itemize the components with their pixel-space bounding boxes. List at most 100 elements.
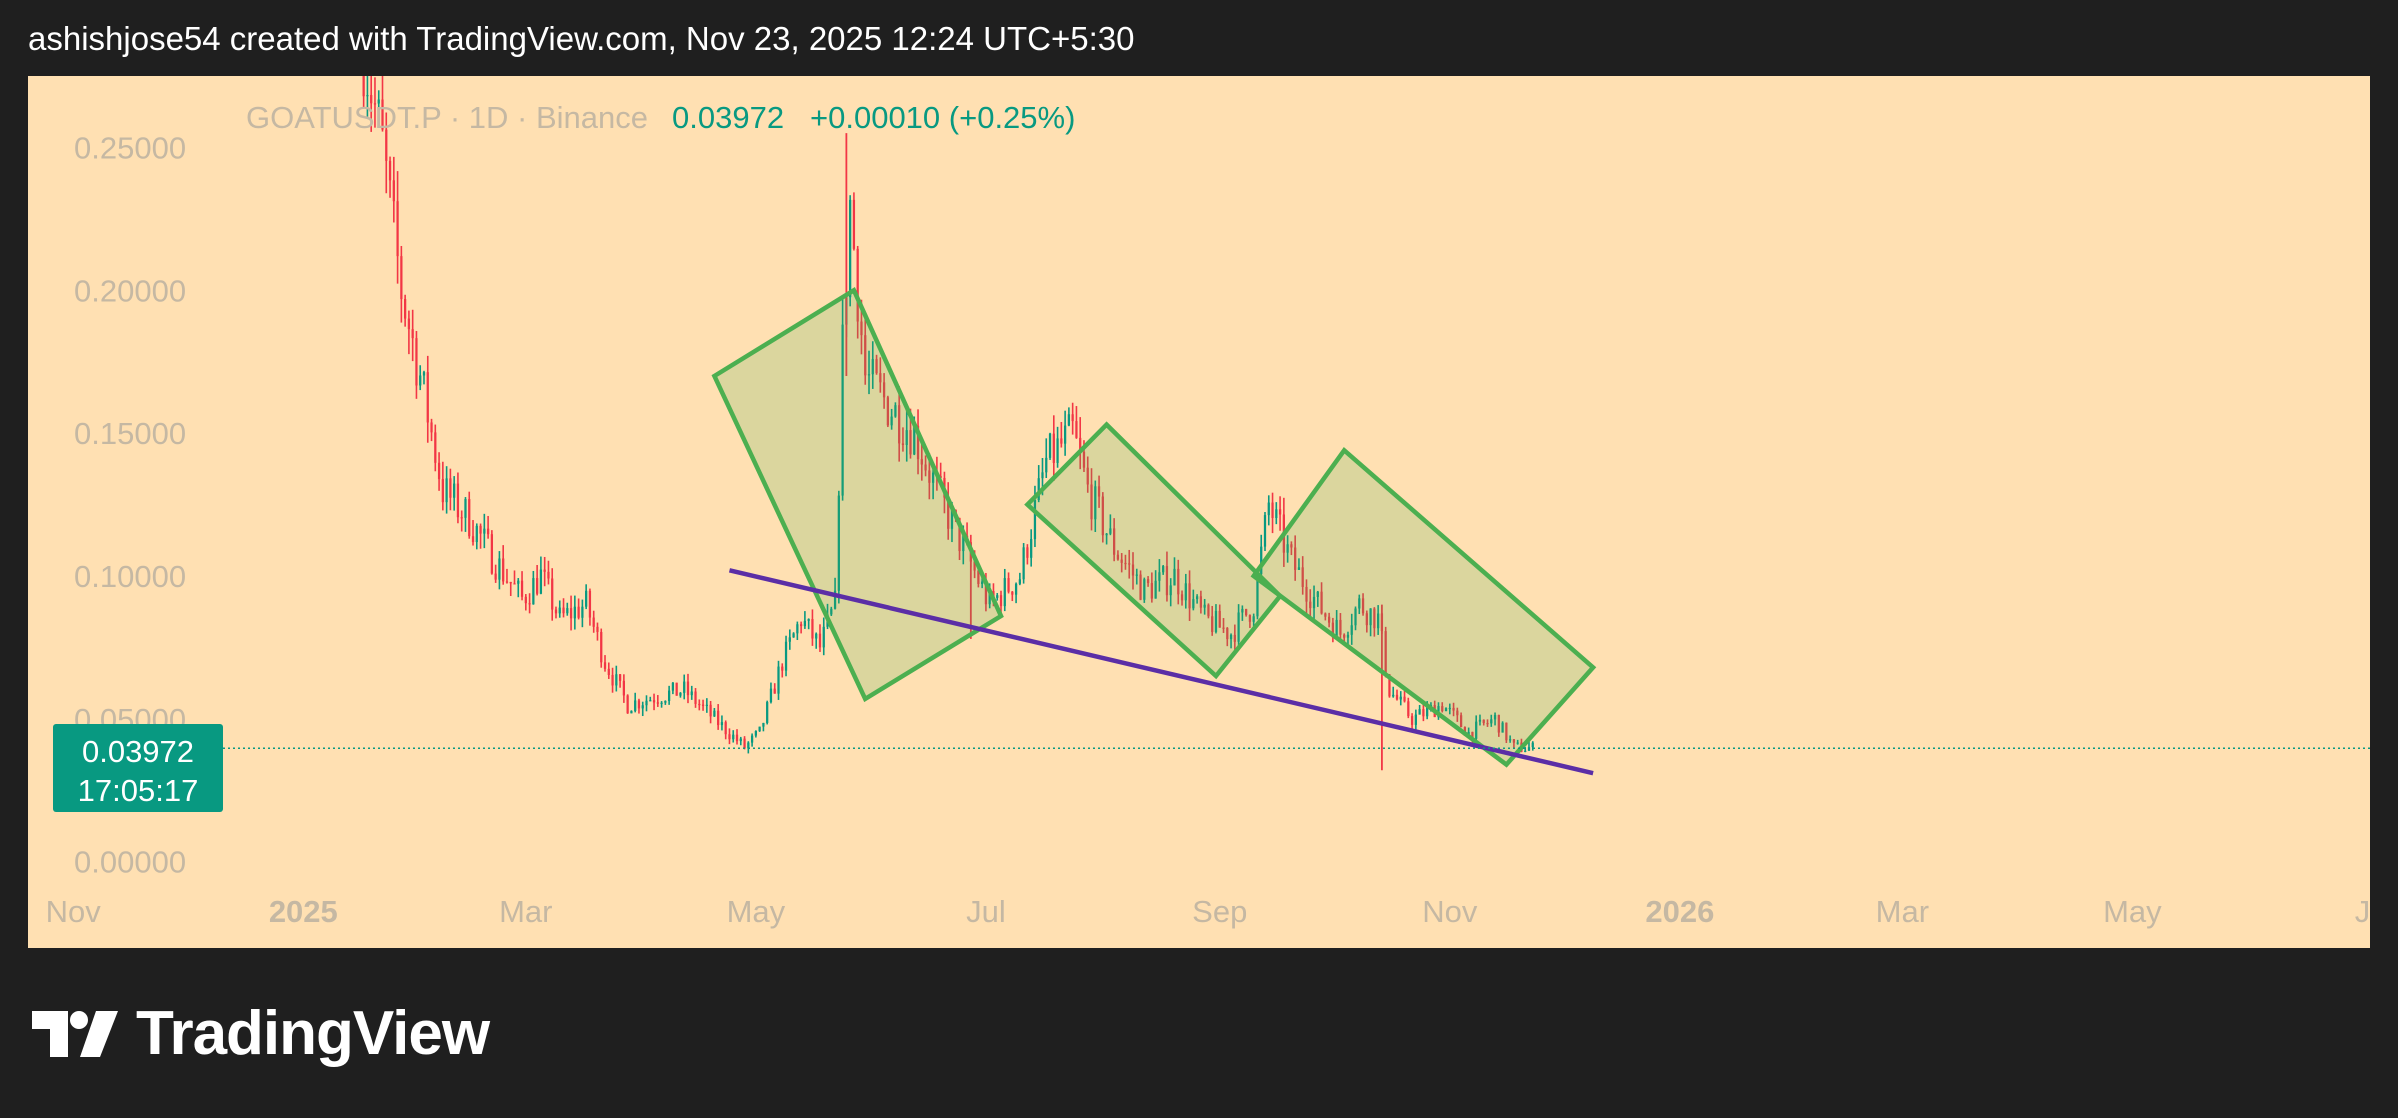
candle-body — [468, 499, 471, 537]
candle-body — [1531, 742, 1534, 748]
candle-body — [524, 596, 527, 604]
candle-body — [713, 710, 716, 717]
candle-body — [634, 700, 637, 711]
candle-body — [1124, 562, 1127, 565]
y-tick-label: 0.10000 — [74, 559, 186, 594]
candle-body — [735, 734, 739, 742]
channel-rectangle[interactable] — [1024, 421, 1284, 680]
candle-body — [1211, 616, 1214, 632]
candle-body — [1263, 515, 1267, 547]
candle-body — [739, 738, 742, 742]
candle-body — [494, 573, 497, 580]
candle-body — [898, 405, 901, 444]
candle-body — [1294, 547, 1297, 570]
candle-body — [732, 734, 735, 740]
candle-body — [864, 335, 867, 376]
candle-body — [962, 535, 965, 552]
candle-body — [622, 680, 626, 696]
candle-body — [1524, 750, 1527, 752]
candle-body — [377, 99, 380, 104]
candle-body — [581, 606, 584, 618]
candle-body — [539, 569, 543, 594]
candle-body — [664, 700, 667, 703]
candle-body — [520, 580, 524, 597]
candle-body — [479, 525, 482, 534]
candle-body — [1301, 567, 1304, 587]
candle-body — [1109, 528, 1112, 534]
candle-body — [830, 608, 833, 615]
candle-body — [705, 704, 708, 706]
attribution-text: ashishjose54 created with TradingView.co… — [28, 20, 1135, 57]
candle-body — [818, 633, 822, 648]
candle-body — [385, 129, 388, 161]
candle-body — [709, 704, 712, 717]
candle-body — [577, 606, 580, 618]
candle-body — [1290, 544, 1293, 548]
candle-body — [490, 534, 494, 574]
tradingview-logo[interactable]: TradingView — [32, 998, 490, 1069]
candle-body — [875, 359, 878, 374]
y-axis: 0.000000.050000.100000.150000.200000.250… — [74, 130, 186, 879]
candle-body — [1199, 596, 1203, 608]
candle-body — [517, 580, 520, 584]
candle-body — [1177, 568, 1180, 595]
candle-body — [1260, 546, 1263, 575]
candle-body — [1384, 631, 1387, 675]
candle-body — [1128, 563, 1131, 565]
candle-body — [1195, 596, 1199, 600]
candle-body — [811, 619, 814, 639]
candle-body — [641, 705, 644, 709]
candle-body — [509, 581, 512, 584]
x-tick-label: Mar — [1876, 894, 1929, 929]
candle-body — [1271, 502, 1274, 518]
candle-body — [788, 637, 791, 642]
candle-body — [1286, 544, 1289, 553]
candle-body — [513, 583, 516, 585]
candle-body — [422, 372, 426, 376]
candle-body — [981, 581, 984, 585]
candle-body — [453, 483, 456, 498]
candle-body — [1022, 547, 1025, 580]
candle-body — [679, 692, 682, 696]
candle-body — [717, 710, 720, 726]
candle-body — [366, 95, 369, 97]
candle-body — [686, 681, 690, 696]
candle-body — [1188, 583, 1191, 609]
tradingview-wordmark: TradingView — [136, 999, 490, 1068]
candle-body — [1060, 438, 1063, 444]
candle-body — [750, 735, 754, 743]
candle-body — [1316, 591, 1319, 597]
candle-body — [1327, 616, 1331, 623]
candle-body — [977, 570, 980, 585]
support-trendline[interactable] — [728, 568, 1594, 776]
candle-body — [822, 626, 825, 648]
candle-body — [1094, 486, 1097, 520]
candle-body — [856, 248, 859, 322]
candle-body — [886, 397, 889, 426]
candle-body — [728, 734, 731, 740]
candle-body — [1444, 708, 1448, 712]
candle-body — [1395, 694, 1399, 700]
candle-body — [1101, 496, 1104, 536]
channel-rectangle[interactable] — [1250, 446, 1597, 768]
candle-body — [585, 590, 588, 607]
candle-body — [626, 695, 629, 714]
candle-body — [596, 626, 599, 632]
candle-body — [1358, 598, 1361, 609]
candle-body — [1414, 714, 1417, 725]
candle-body — [984, 581, 988, 605]
candle-body — [743, 738, 746, 749]
price-chart[interactable]: 0.000000.050000.100000.150000.200000.250… — [28, 9, 2370, 948]
candle-body — [1361, 598, 1365, 614]
candle-body — [1493, 714, 1497, 720]
candle-body — [600, 631, 603, 663]
candle-body — [505, 581, 509, 583]
candle-body — [1154, 580, 1157, 599]
candle-body — [1207, 604, 1210, 617]
chart-area[interactable]: 0.00000 0.05000 0.10000 0.15000 0.20000 0.250… — [28, 9, 2370, 948]
candle-body — [535, 578, 539, 594]
legend: GOATUSDT.P · 1D · Binance 0.03972 +0.000… — [246, 100, 1075, 135]
candle-body — [792, 633, 795, 638]
channel-rectangle[interactable] — [711, 287, 1004, 703]
candle-body — [1252, 616, 1255, 622]
